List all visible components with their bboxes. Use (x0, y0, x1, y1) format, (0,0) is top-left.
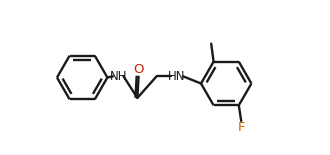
Text: HN: HN (168, 70, 186, 83)
Text: O: O (133, 63, 144, 76)
Text: NH: NH (110, 70, 127, 83)
Text: F: F (238, 121, 245, 134)
